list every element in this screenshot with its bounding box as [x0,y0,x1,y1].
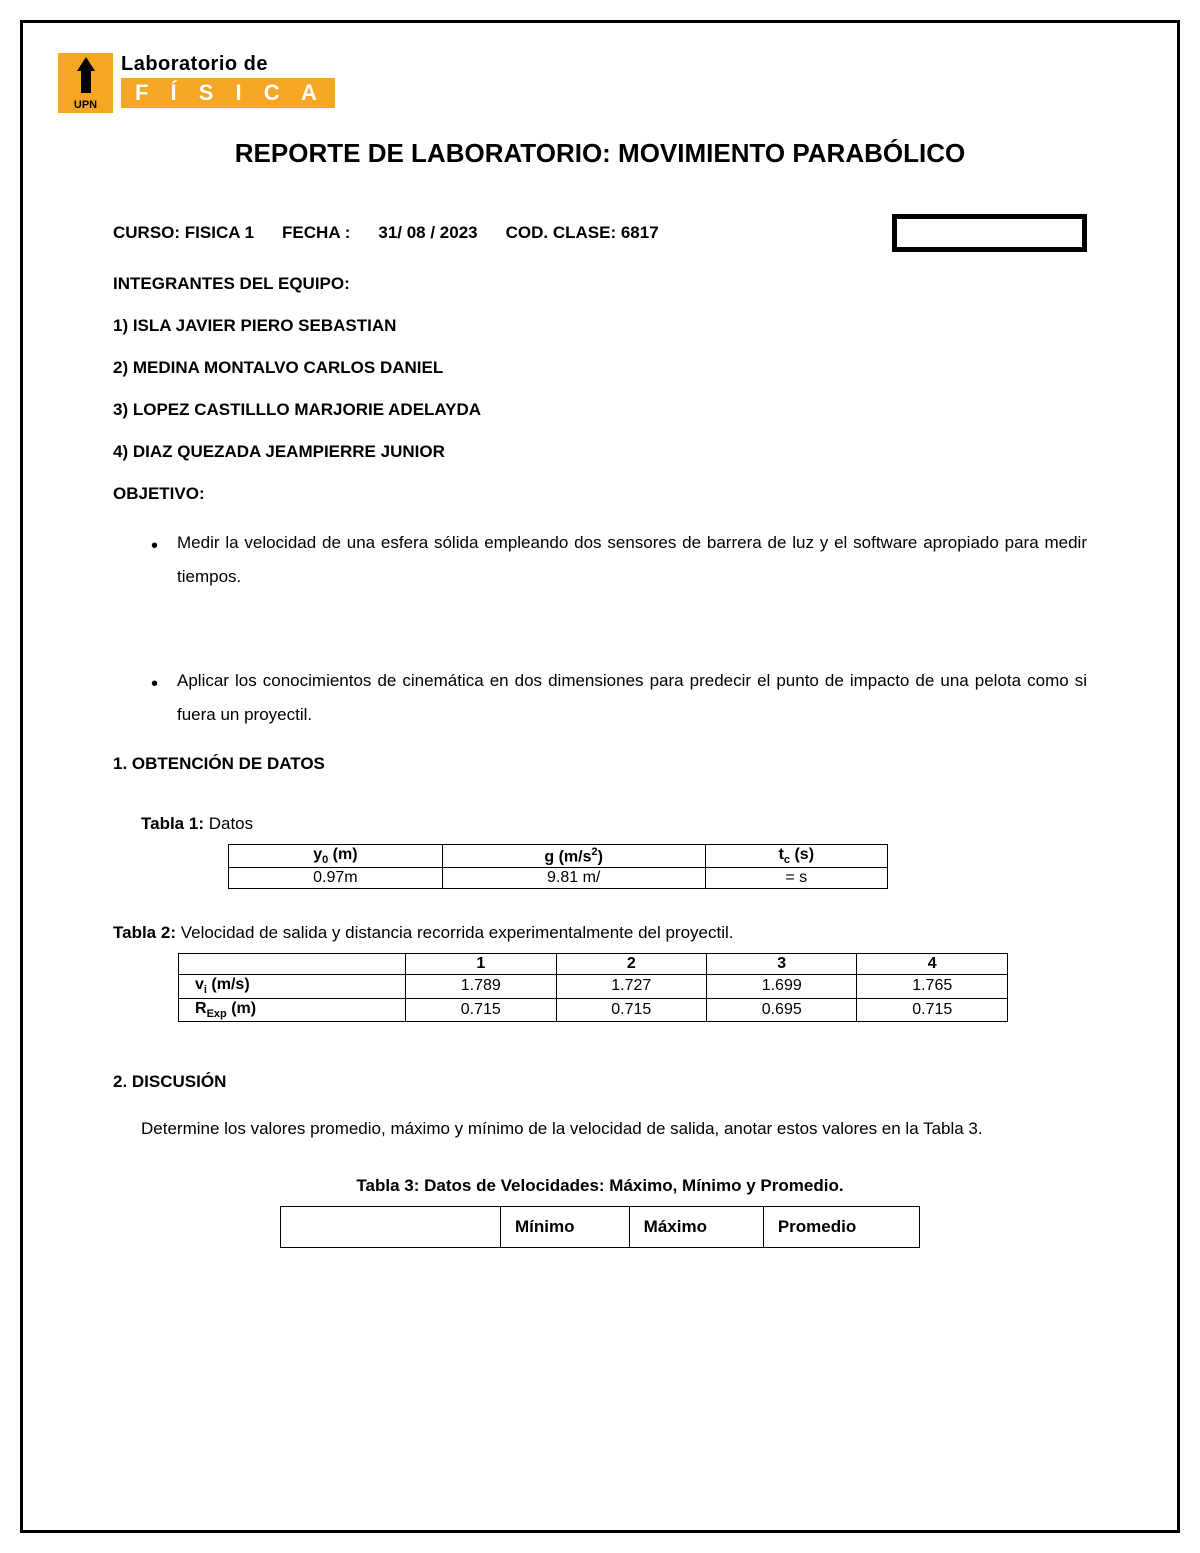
l: v [195,976,204,993]
h: ) [598,848,603,865]
objetivo-heading: OBJETIVO: [113,484,1087,504]
caption-bold: Tabla 1: [141,814,204,833]
table3: Mínimo Máximo Promedio [280,1206,920,1248]
h: y [313,846,322,863]
table1: y0 (m) g (m/s2) tc (s) 0.97m 9.81 m/ = s [228,844,888,889]
table-header: 1 [406,954,556,975]
team-member: 4) DIAZ QUEZADA JEAMPIERRE JUNIOR [113,442,1087,462]
table-header: Máximo [629,1206,763,1247]
table-header: Mínimo [501,1206,630,1247]
h: (s) [790,846,814,863]
table-cell: = s [705,868,887,889]
table2: 1 2 3 4 vi (m/s) 1.789 1.727 1.699 1.765… [178,953,1008,1021]
table-cell: 1.765 [857,975,1008,998]
team-heading: INTEGRANTES DEL EQUIPO: [113,274,1087,294]
table-row: 0.97m 9.81 m/ = s [229,868,888,889]
lab-text-block: Laboratorio de F Í S I C A [121,53,335,108]
grade-box [892,214,1087,252]
table-cell: 0.695 [707,998,857,1021]
table-header [281,1206,501,1247]
table-row: RExp (m) 0.715 0.715 0.695 0.715 [179,998,1008,1021]
caption-rest: Velocidad de salida y distancia recorrid… [176,923,734,942]
arrow-stem-icon [81,69,91,93]
upn-text: UPN [74,99,97,111]
table-cell: 9.81 m/ [442,868,705,889]
table1-caption: Tabla 1: Datos [141,814,1087,834]
discusion-para: Determine los valores promedio, máximo y… [141,1112,1087,1146]
table3-caption: Tabla 3: Datos de Velocidades: Máximo, M… [113,1176,1087,1196]
l: (m/s) [207,976,250,993]
logo: UPN Laboratorio de F Í S I C A [58,53,1142,113]
fecha-value: 31/ 08 / 2023 [378,223,477,243]
table-row: y0 (m) g (m/s2) tc (s) [229,845,888,868]
table-header: g (m/s2) [442,845,705,868]
fisica-box: F Í S I C A [121,78,335,108]
table-cell: RExp (m) [179,998,406,1021]
fecha-label: FECHA : [282,223,350,243]
table-cell: 1.789 [406,975,556,998]
caption-rest: Datos [204,814,253,833]
section2-heading: 2. DISCUSIÓN [113,1072,1087,1092]
objetivo-list: Medir la velocidad de una esfera sólida … [151,526,1087,732]
table-cell: 0.97m [229,868,443,889]
table-cell: 0.715 [406,998,556,1021]
l: R [195,1000,207,1017]
table-header: 2 [556,954,706,975]
table-cell: 1.699 [707,975,857,998]
h: (m) [328,846,357,863]
objetivo-item: Medir la velocidad de una esfera sólida … [151,526,1087,594]
table-header: tc (s) [705,845,887,868]
table2-caption: Tabla 2: Velocidad de salida y distancia… [113,923,1087,943]
table-header [179,954,406,975]
table-cell: vi (m/s) [179,975,406,998]
section1-heading: 1. OBTENCIÓN DE DATOS [113,754,1087,774]
table-row: 1 2 3 4 [179,954,1008,975]
table-header: 3 [707,954,857,975]
table-row: vi (m/s) 1.789 1.727 1.699 1.765 [179,975,1008,998]
page-frame: UPN Laboratorio de F Í S I C A REPORTE D… [20,20,1180,1533]
table-cell: 1.727 [556,975,706,998]
lab-line: Laboratorio de [121,53,335,76]
team-member: 2) MEDINA MONTALVO CARLOS DANIEL [113,358,1087,378]
cod-clase-label: COD. CLASE: 6817 [506,223,659,243]
table-header: 4 [857,954,1008,975]
curso-label: CURSO: FISICA 1 [113,223,254,243]
table-cell: 0.715 [857,998,1008,1021]
caption-bold: Tabla 2: [113,923,176,942]
table-cell: 0.715 [556,998,706,1021]
upn-logo-box: UPN [58,53,113,113]
table-header: y0 (m) [229,845,443,868]
content-area: CURSO: FISICA 1 FECHA : 31/ 08 / 2023 CO… [58,214,1142,1248]
objetivo-item: Aplicar los conocimientos de cinemática … [151,664,1087,732]
report-title: REPORTE DE LABORATORIO: MOVIMIENTO PARAB… [58,138,1142,169]
team-member: 1) ISLA JAVIER PIERO SEBASTIAN [113,316,1087,336]
table-row: Mínimo Máximo Promedio [281,1206,920,1247]
info-row: CURSO: FISICA 1 FECHA : 31/ 08 / 2023 CO… [113,214,1087,252]
h: g (m/s [544,848,591,865]
table-header: Promedio [763,1206,919,1247]
l: (m) [227,1000,256,1017]
sub: Exp [207,1008,227,1020]
team-member: 3) LOPEZ CASTILLLO MARJORIE ADELAYDA [113,400,1087,420]
